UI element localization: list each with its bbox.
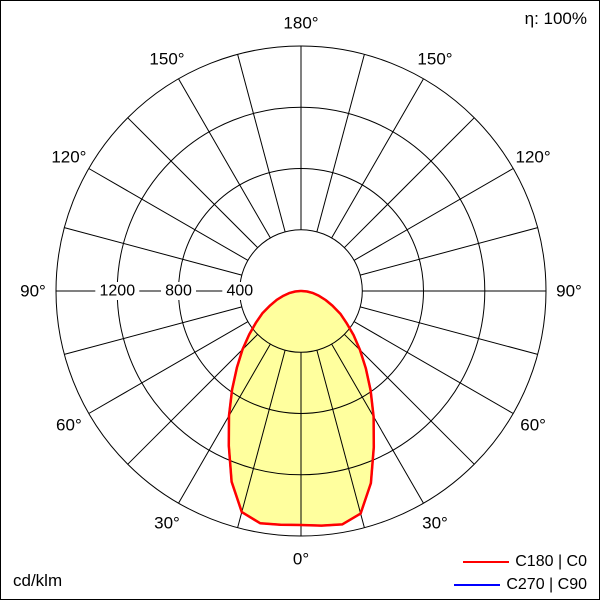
grid-radial-line [331, 343, 424, 504]
legend-item-c90: C270 | C90 [454, 576, 587, 594]
angle-label: 0° [293, 550, 309, 569]
grid-radial-line [127, 333, 259, 465]
grid-radial-line [178, 343, 271, 504]
angle-label: 30° [154, 514, 180, 533]
legend-item-c0: C180 | C0 [463, 553, 587, 571]
grid-radial-line [178, 78, 271, 239]
ring-label-chip [95, 282, 140, 300]
grid-radial-line [353, 321, 514, 414]
curve-c180-c0 [227, 289, 376, 527]
grid-radial-line [127, 117, 259, 249]
unit-label: cd/klm [13, 571, 63, 590]
efficiency-label: η: 100% [524, 9, 587, 28]
grid-radial-line [343, 333, 475, 465]
grid-radial-line [88, 321, 249, 414]
grid-radial-line [88, 168, 249, 261]
grid-radial-line [237, 350, 286, 528]
legend-line-c90-icon [454, 584, 501, 586]
grid-radial-line [343, 117, 475, 249]
ring-label-chip [222, 282, 258, 300]
legend: C180 | C0 C270 | C90 [454, 553, 587, 594]
grid-radial-line [331, 78, 424, 239]
grid-radial-line [64, 306, 242, 355]
grid-ring [55, 45, 547, 537]
angle-label: 120° [516, 148, 551, 167]
grid-radial-line [360, 227, 538, 276]
angle-label: 90° [556, 282, 582, 301]
legend-line-c0-icon [463, 561, 510, 563]
grid-radial-line [64, 227, 242, 276]
angle-label: 150° [417, 49, 452, 68]
angle-label: 150° [149, 49, 184, 68]
grid-radial-line [353, 168, 514, 261]
legend-label-c0: C180 | C0 [515, 553, 587, 570]
angle-label: 120° [51, 148, 86, 167]
angle-label: 30° [422, 514, 448, 533]
ring-label-chip [161, 282, 196, 300]
polar-grid [55, 45, 547, 537]
angle-label: 60° [56, 416, 82, 435]
grid-radial-line [360, 306, 538, 355]
grid-radial-line [237, 54, 286, 232]
angle-label: 60° [520, 416, 546, 435]
legend-label-c90: C270 | C90 [506, 576, 587, 593]
angle-label: 180° [283, 14, 318, 33]
grid-radial-line [316, 54, 365, 232]
ring-value-label: 1200 [100, 283, 136, 300]
grid-radial-line [316, 350, 365, 528]
ring-value-label: 800 [165, 283, 192, 300]
ring-value-label: 400 [226, 283, 253, 300]
angle-label: 90° [20, 282, 46, 301]
